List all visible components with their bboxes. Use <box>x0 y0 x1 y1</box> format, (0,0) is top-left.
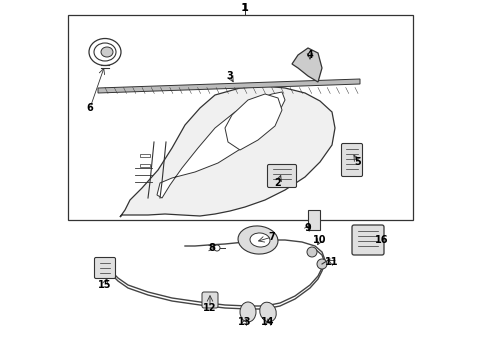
Text: 1: 1 <box>242 3 248 13</box>
Polygon shape <box>157 92 285 198</box>
Text: 5: 5 <box>355 157 361 167</box>
Ellipse shape <box>240 302 256 322</box>
Bar <box>68 15 413 220</box>
Bar <box>308 210 320 230</box>
Text: 1: 1 <box>241 3 249 13</box>
FancyBboxPatch shape <box>268 165 296 188</box>
Text: 11: 11 <box>325 257 339 267</box>
Polygon shape <box>292 48 322 82</box>
Text: 12: 12 <box>203 303 217 313</box>
Text: 2: 2 <box>274 178 281 188</box>
Text: 9: 9 <box>305 223 311 233</box>
Polygon shape <box>98 79 360 93</box>
Text: 14: 14 <box>261 317 275 327</box>
Text: 8: 8 <box>209 243 216 253</box>
Ellipse shape <box>250 233 270 247</box>
Text: 6: 6 <box>87 103 94 113</box>
Ellipse shape <box>101 47 113 57</box>
Bar <box>140 164 150 167</box>
Ellipse shape <box>260 302 276 322</box>
Ellipse shape <box>94 43 116 61</box>
Polygon shape <box>225 94 282 150</box>
Text: 15: 15 <box>98 280 112 290</box>
FancyBboxPatch shape <box>342 144 363 176</box>
FancyBboxPatch shape <box>352 225 384 255</box>
Circle shape <box>317 259 327 269</box>
Circle shape <box>214 245 220 251</box>
FancyBboxPatch shape <box>202 292 218 308</box>
Text: 16: 16 <box>375 235 389 245</box>
Text: 7: 7 <box>269 232 275 242</box>
FancyBboxPatch shape <box>95 257 116 279</box>
Ellipse shape <box>238 226 278 254</box>
Polygon shape <box>120 86 335 217</box>
Text: 10: 10 <box>313 235 327 245</box>
Circle shape <box>307 247 317 257</box>
Text: 13: 13 <box>238 317 252 327</box>
Text: 3: 3 <box>227 71 233 81</box>
Ellipse shape <box>89 39 121 66</box>
Bar <box>140 154 150 157</box>
Text: 4: 4 <box>307 50 314 60</box>
